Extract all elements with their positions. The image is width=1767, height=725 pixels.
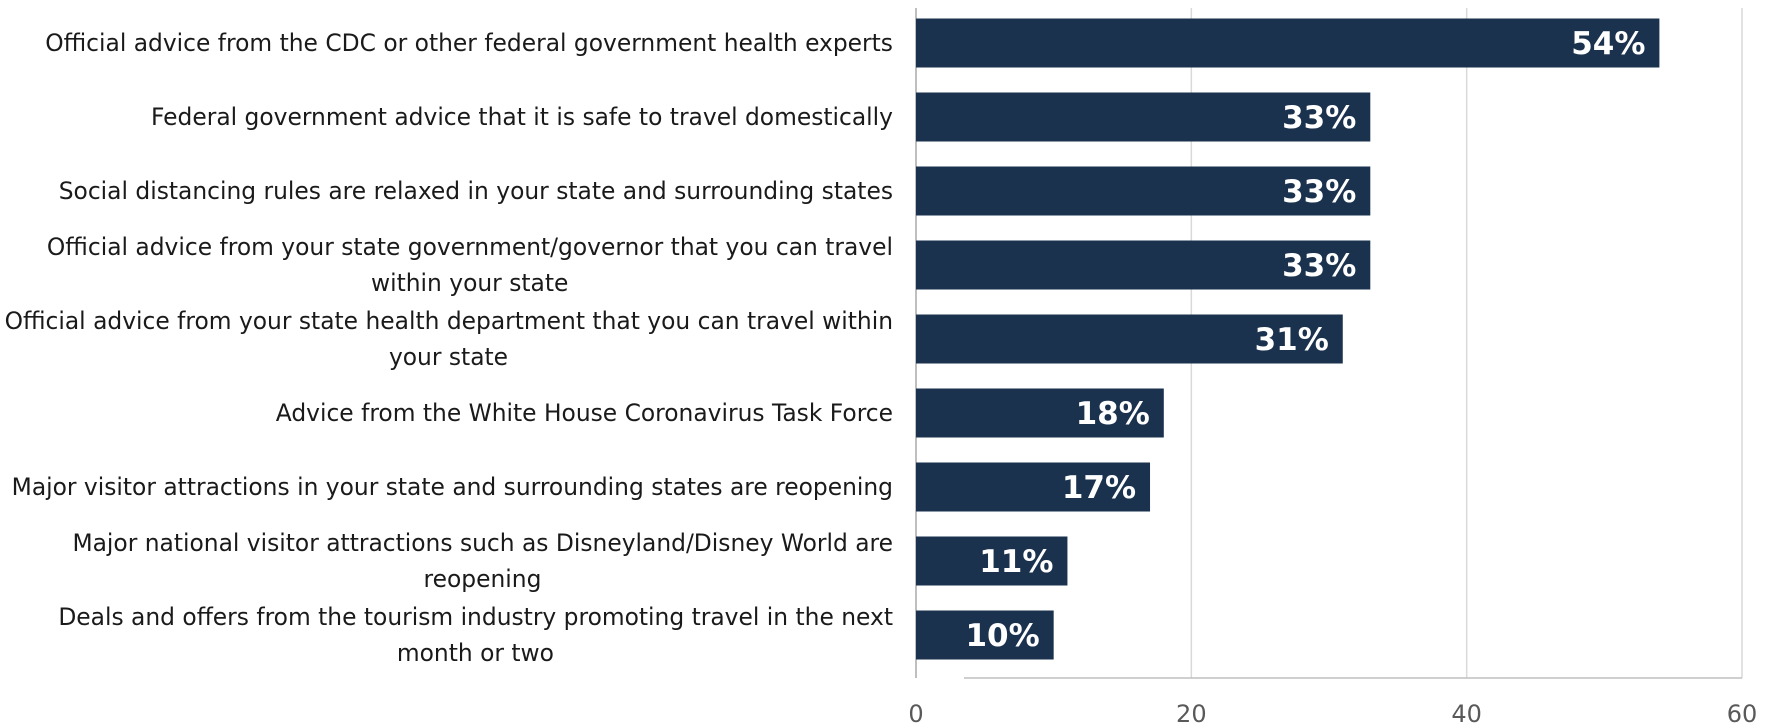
category-label: reopening: [424, 565, 542, 593]
bar: [916, 92, 1371, 142]
category-label: month or two: [397, 639, 554, 667]
category-label: your state: [389, 343, 508, 371]
bars: 54% 33% 33% 33% 31% 18% 17% 11% 10%: [916, 18, 1660, 660]
bar: [916, 536, 1068, 586]
bar: [916, 462, 1151, 512]
category-label: Official advice from your state health d…: [5, 307, 893, 335]
x-tick-label: 60: [1727, 700, 1758, 725]
bar-data-label: 31%: [1255, 322, 1329, 358]
bar-data-label: 33%: [1282, 100, 1356, 136]
bar: [916, 314, 1343, 364]
category-label: Major visitor attractions in your state …: [12, 473, 893, 501]
x-tick-label: 40: [1451, 700, 1482, 725]
bar: [916, 166, 1371, 216]
bar: [916, 388, 1164, 438]
bar-data-label: 11%: [979, 544, 1053, 580]
x-tick-label: 20: [1176, 700, 1207, 725]
category-label: Deals and offers from the tourism indust…: [58, 603, 893, 631]
bar-data-label: 54%: [1571, 26, 1645, 62]
bar: [916, 240, 1371, 290]
bar: [916, 610, 1054, 660]
bar-data-label: 18%: [1076, 396, 1150, 432]
bar-data-label: 33%: [1282, 248, 1356, 284]
category-label: Federal government advice that it is saf…: [151, 103, 893, 131]
category-label: Official advice from the CDC or other fe…: [45, 29, 893, 57]
bar-data-label: 17%: [1062, 470, 1136, 506]
category-label: Social distancing rules are relaxed in y…: [59, 177, 893, 205]
category-label: Major national visitor attractions such …: [72, 529, 893, 557]
x-axis-ticks: 0 20 40 60: [908, 700, 1757, 725]
category-label: Advice from the White House Coronavirus …: [276, 399, 893, 427]
x-tick-label: 0: [908, 700, 923, 725]
category-label: Official advice from your state governme…: [47, 233, 893, 261]
category-labels: Official advice from the CDC or other fe…: [5, 29, 893, 667]
category-label: within your state: [371, 269, 568, 297]
bar-data-label: 33%: [1282, 174, 1356, 210]
bar: [916, 18, 1660, 68]
bar-data-label: 10%: [965, 618, 1039, 654]
